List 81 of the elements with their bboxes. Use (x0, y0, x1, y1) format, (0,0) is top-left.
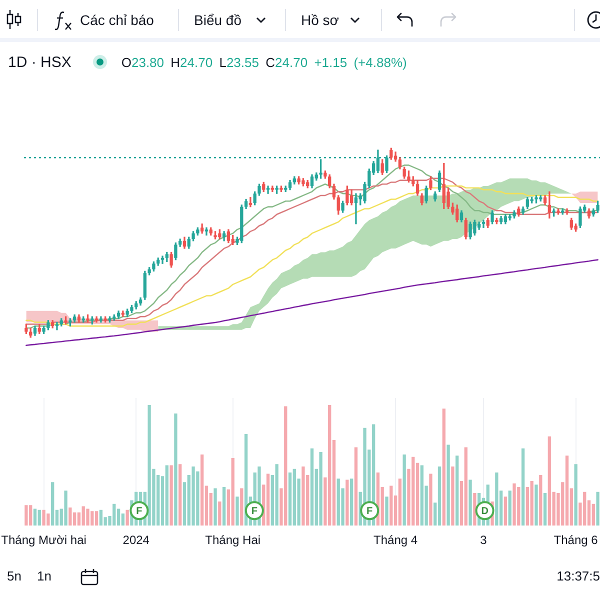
text: 5n (7, 568, 22, 584)
bar (548, 436, 552, 526)
candlestick (354, 193, 358, 224)
bar (504, 496, 508, 526)
bar (218, 501, 222, 526)
bar (468, 480, 472, 526)
bar (451, 466, 454, 526)
bar (390, 486, 393, 526)
x-tick-label: Tháng 6 (554, 533, 598, 548)
bar (350, 478, 354, 526)
bar (126, 510, 129, 526)
bar (473, 493, 476, 526)
bar (420, 465, 424, 526)
bar (165, 465, 168, 526)
bar (521, 448, 525, 526)
text: Hồ sơ (301, 12, 339, 28)
text: 13:37:5 (556, 568, 600, 584)
bar (51, 482, 54, 526)
bar (231, 458, 234, 526)
bar (530, 480, 534, 526)
bar (236, 496, 239, 526)
bar (574, 464, 578, 526)
bar (99, 510, 103, 526)
bar (240, 488, 244, 526)
bar (446, 444, 450, 526)
bar (288, 472, 292, 526)
bar (174, 413, 178, 526)
bar (543, 493, 547, 526)
bar (456, 456, 459, 526)
text: Các chỉ báo (80, 12, 154, 28)
bar (354, 447, 358, 526)
text: O23.80 H24.70 L23.55 C24.70 +1.15 (+4.88%) (121, 54, 407, 70)
x-tick-label: 2024 (122, 533, 150, 548)
bar (565, 456, 569, 526)
bar (170, 465, 173, 526)
bar (319, 452, 322, 526)
bar (596, 492, 600, 526)
text: 1n (37, 568, 52, 584)
bar (86, 508, 90, 526)
bar (402, 454, 406, 526)
bar (539, 474, 542, 526)
annotation: F (366, 506, 373, 517)
annotation: F (136, 506, 142, 517)
bar (534, 484, 538, 526)
bar (442, 408, 446, 526)
x-tick-label: 3 (480, 533, 488, 548)
x-tick-label: Tháng Hai (205, 533, 261, 548)
candlestick (248, 197, 252, 208)
bar (310, 448, 314, 526)
candlestick (482, 220, 486, 228)
bar (398, 478, 402, 526)
candlestick (160, 256, 164, 264)
bar (464, 447, 468, 526)
annotation: F (251, 506, 258, 517)
bar (24, 505, 28, 526)
candlestick (266, 186, 270, 194)
bar (222, 487, 226, 526)
bar (429, 474, 432, 526)
bar (200, 454, 204, 526)
x-tick-label: Tháng 4 (374, 533, 418, 548)
bar (495, 472, 498, 526)
bar (592, 504, 595, 526)
bar (508, 490, 512, 526)
bar (438, 466, 442, 526)
text: Biểu đồ (194, 12, 242, 28)
bar (346, 480, 349, 526)
bar (38, 510, 41, 526)
bar (302, 466, 305, 526)
bar (385, 496, 388, 526)
x-tick-label: Tháng Mười hai (1, 533, 86, 548)
bar (178, 464, 182, 526)
bar (33, 508, 37, 526)
bar (68, 508, 72, 526)
bar (512, 483, 516, 526)
bar (275, 464, 278, 526)
bar (64, 490, 68, 526)
bar (266, 474, 270, 526)
annotation: D (481, 506, 488, 517)
bar (94, 511, 98, 526)
bar (214, 488, 217, 526)
chart-title: 1D · HSX (8, 54, 72, 70)
